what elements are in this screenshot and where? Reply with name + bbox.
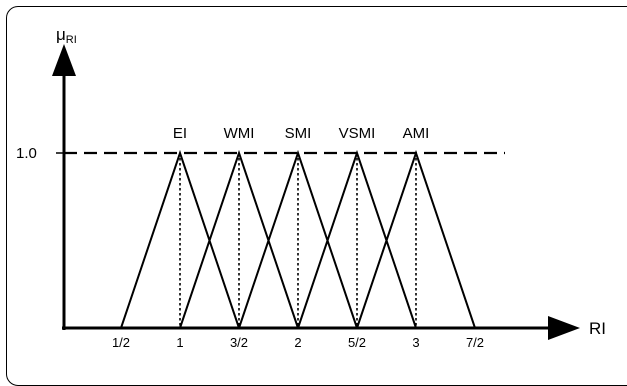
series-vsmi-label: VSMI (339, 125, 376, 142)
series-ami-label: AMI (403, 125, 430, 142)
x-tick-label: 7/2 (466, 335, 484, 350)
x-tick-label: 2 (294, 335, 301, 350)
x-tick-label: 3/2 (230, 335, 248, 350)
y-tick-label: 1.0 (16, 145, 37, 162)
x-tick-label: 3 (412, 335, 419, 350)
x-tick-label: 1/2 (112, 335, 130, 350)
x-axis-arrow-icon (548, 316, 580, 340)
series-wmi-label: WMI (224, 125, 255, 142)
y-axis-arrow-icon (52, 44, 76, 76)
membership-function-chart: μRI RI 1.0 1/2 1 3/2 2 5/2 3 7/2 EI WMI SMI VSMI AM… (16, 25, 606, 350)
x-axis-label: RI (589, 319, 606, 338)
series-smi-label: SMI (285, 125, 312, 142)
x-tick-label: 5/2 (348, 335, 366, 350)
y-axis-label: μRI (56, 25, 77, 46)
x-tick-label: 1 (176, 335, 183, 350)
series-ei-label: EI (173, 125, 187, 142)
